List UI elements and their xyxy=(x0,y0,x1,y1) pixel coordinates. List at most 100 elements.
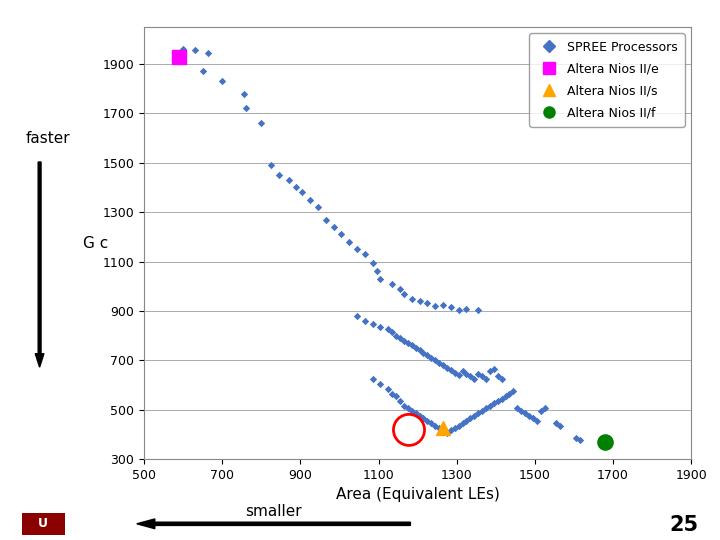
Point xyxy=(445,303,456,312)
Point xyxy=(472,409,484,417)
Point xyxy=(336,230,347,239)
Point xyxy=(359,316,371,325)
Point xyxy=(461,369,472,378)
Point xyxy=(496,374,508,383)
Point xyxy=(539,404,550,413)
Point xyxy=(453,421,464,430)
Point xyxy=(504,389,516,398)
Point xyxy=(461,305,472,313)
Point xyxy=(516,407,527,415)
Point xyxy=(398,336,410,345)
Point xyxy=(508,387,519,395)
Point xyxy=(414,296,426,305)
Point xyxy=(551,419,562,428)
Point xyxy=(429,356,441,364)
Point xyxy=(426,419,437,428)
Point xyxy=(477,407,488,415)
Point xyxy=(305,195,316,204)
Point xyxy=(418,348,429,357)
Text: faster: faster xyxy=(25,131,70,146)
X-axis label: Area (Equivalent LEs): Area (Equivalent LEs) xyxy=(336,487,500,502)
Point xyxy=(174,52,185,61)
Y-axis label: G c: G c xyxy=(83,235,108,251)
Point xyxy=(398,402,410,410)
Point xyxy=(433,424,445,433)
Point xyxy=(410,409,421,417)
Point xyxy=(387,279,398,288)
Point xyxy=(283,176,294,184)
Point xyxy=(449,368,461,377)
Point xyxy=(177,45,189,53)
Point xyxy=(217,77,228,86)
Point xyxy=(387,389,398,398)
Point xyxy=(382,325,394,334)
Point xyxy=(367,374,379,383)
Point xyxy=(410,343,421,352)
Point xyxy=(492,372,503,381)
Point xyxy=(422,351,433,360)
Point xyxy=(492,397,503,406)
Point xyxy=(422,299,433,308)
Point xyxy=(441,429,453,437)
Point xyxy=(390,392,402,400)
Point xyxy=(554,421,566,430)
Text: smaller: smaller xyxy=(246,504,302,519)
Point xyxy=(387,328,398,336)
Point xyxy=(437,426,449,435)
Point xyxy=(403,426,415,434)
Point xyxy=(189,46,201,55)
Point xyxy=(240,104,251,113)
Point xyxy=(570,434,582,442)
Point xyxy=(600,437,611,446)
Point xyxy=(398,289,410,298)
Point xyxy=(197,67,208,76)
Point xyxy=(519,409,531,417)
Point xyxy=(422,416,433,425)
Point xyxy=(433,359,445,367)
Point xyxy=(535,407,546,415)
Point xyxy=(343,238,355,246)
Point xyxy=(464,372,476,381)
Point xyxy=(480,374,492,383)
Point xyxy=(382,384,394,393)
Point xyxy=(395,334,406,342)
Point xyxy=(500,392,511,400)
Point xyxy=(472,305,484,314)
Point xyxy=(464,414,476,423)
Point xyxy=(414,346,426,355)
Point xyxy=(273,171,284,179)
Point xyxy=(371,267,382,276)
Point xyxy=(445,426,456,434)
Point xyxy=(437,424,449,433)
Point xyxy=(472,369,484,378)
Point xyxy=(414,411,426,420)
Point xyxy=(429,302,441,310)
Point xyxy=(328,222,339,231)
Point xyxy=(449,424,461,433)
Point xyxy=(531,416,543,425)
Point xyxy=(265,161,276,170)
Point xyxy=(374,274,386,283)
Point xyxy=(437,361,449,369)
Point xyxy=(351,245,363,253)
Point xyxy=(367,320,379,329)
Point xyxy=(453,305,464,314)
Point xyxy=(402,404,413,413)
Point xyxy=(395,397,406,406)
Point xyxy=(488,364,500,373)
Point xyxy=(429,421,441,430)
Point xyxy=(453,371,464,380)
Point xyxy=(390,331,402,340)
Point xyxy=(291,183,302,192)
Point xyxy=(445,366,456,374)
Point xyxy=(477,372,488,381)
Point xyxy=(437,300,449,309)
Point xyxy=(203,49,215,57)
Point xyxy=(374,380,386,388)
Point xyxy=(238,89,249,98)
Point xyxy=(456,419,468,428)
Point xyxy=(320,215,331,224)
Point xyxy=(461,416,472,425)
Point xyxy=(402,339,413,347)
Point xyxy=(480,404,492,413)
